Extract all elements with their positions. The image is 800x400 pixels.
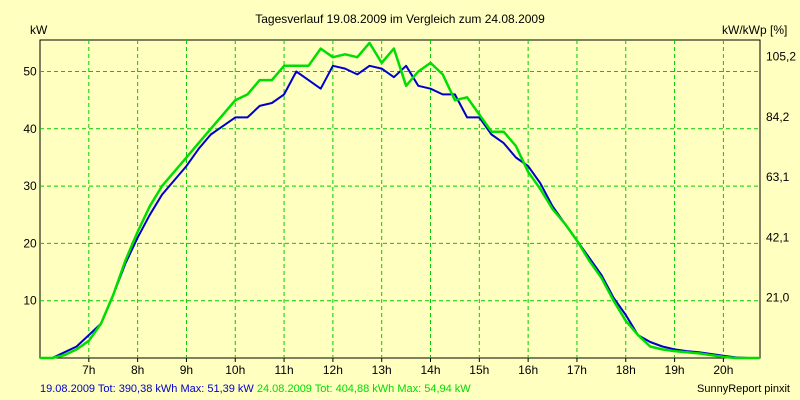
series-lines	[40, 41, 760, 360]
axis-ticks: 7h 8h 9h 10h 11h 12h 13h 14h 15h 16h 17h 18h 19h 20h 1…	[23, 49, 796, 377]
x-tick-label: 10h	[225, 363, 245, 377]
x-tick-label: 8h	[131, 363, 144, 377]
footer-series1-summary: 19.08.2009 Tot: 390,38 kWh Max: 51,39 kW	[40, 383, 254, 395]
x-tick-label: 18h	[616, 363, 636, 377]
footer-series2-summary: 24.08.2009 Tot: 404,88 kWh Max: 54,94 kW	[256, 383, 471, 395]
footer-credit: SunnyReport pinxit	[697, 383, 790, 395]
x-tick-label: 20h	[713, 363, 733, 377]
x-tick-label: 14h	[420, 363, 440, 377]
y-tick-label-right: 42,1	[766, 230, 790, 244]
x-tick-label: 11h	[274, 363, 293, 377]
x-tick-label: 7h	[82, 363, 95, 377]
y-tick-label-right: 105,2	[766, 49, 796, 63]
series-line-2	[40, 41, 760, 360]
y-tick-label-left: 10	[23, 294, 37, 308]
x-tick-label: 12h	[323, 363, 343, 377]
x-tick-label: 19h	[665, 363, 685, 377]
grid	[40, 40, 760, 358]
y-tick-label-left: 50	[23, 65, 37, 79]
y-tick-label-left: 20	[23, 236, 37, 250]
y-tick-label-right: 21,0	[766, 291, 790, 305]
x-tick-label: 15h	[469, 363, 489, 377]
x-tick-label: 13h	[372, 363, 392, 377]
x-tick-label: 17h	[567, 363, 587, 377]
y-tick-label-right: 84,2	[766, 110, 790, 124]
y-tick-label-left: 40	[23, 122, 37, 136]
chart-title: Tagesverlauf 19.08.2009 im Vergleich zum…	[255, 12, 545, 26]
x-tick-label: 9h	[180, 363, 193, 377]
plot-frame	[39, 39, 761, 359]
x-tick-label: 16h	[518, 363, 538, 377]
y-axis-label-left: kW	[30, 23, 48, 37]
y-tick-label-left: 30	[23, 179, 37, 193]
y-tick-label-right: 63,1	[766, 170, 790, 184]
y-axis-label-right: kW/kWp [%]	[722, 23, 787, 37]
footer-summary: 19.08.2009 Tot: 390,38 kWh Max: 51,39 kW…	[40, 383, 471, 395]
